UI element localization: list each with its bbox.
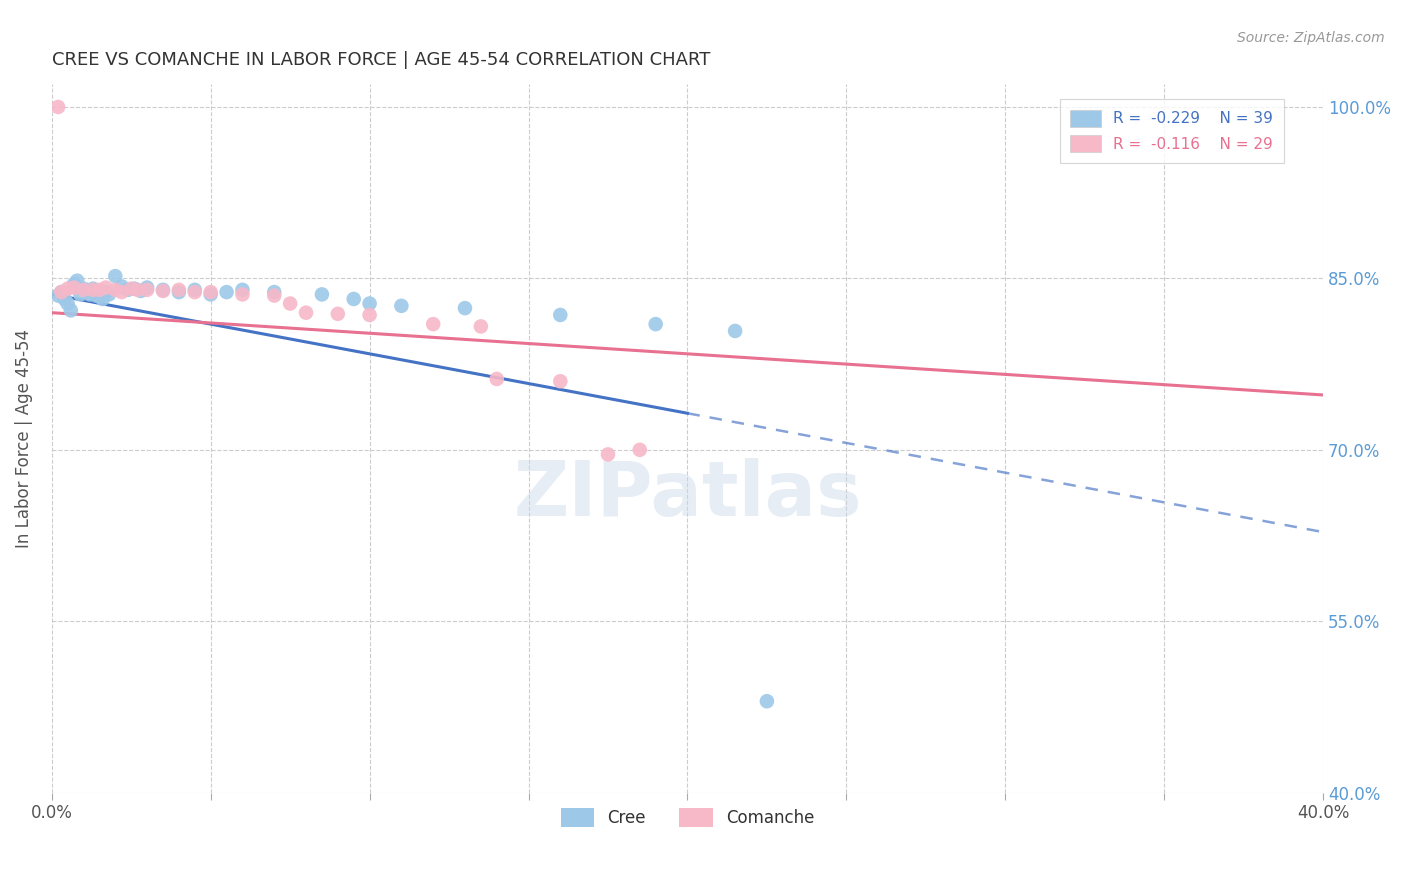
Point (51, 285, 73, 299)
Point (485, 372, 508, 386)
Point (343, 292, 366, 306)
Point (167, 283, 190, 297)
Point (550, 374, 572, 388)
Point (389, 299, 412, 313)
Point (127, 283, 149, 297)
Point (59, 303, 82, 318)
Point (63, 277, 86, 292)
Point (278, 296, 301, 310)
Point (359, 296, 381, 310)
Point (215, 285, 238, 299)
Point (84, 288, 107, 302)
Text: CREE VS COMANCHE IN LABOR FORCE | AGE 45-54 CORRELATION CHART: CREE VS COMANCHE IN LABOR FORCE | AGE 45… (52, 51, 710, 69)
Point (184, 283, 207, 297)
Point (724, 324, 747, 338)
Point (97, 287, 120, 301)
Point (152, 283, 174, 297)
Point (117, 283, 139, 297)
Point (56, 282, 79, 296)
Point (104, 283, 127, 297)
Point (454, 301, 477, 315)
Point (359, 308, 381, 322)
Point (79, 287, 101, 301)
Point (89, 283, 111, 297)
Point (111, 279, 134, 293)
Point (295, 306, 318, 320)
Point (326, 307, 349, 321)
Point (76, 284, 98, 298)
Point (72, 283, 94, 297)
Point (111, 285, 134, 299)
Point (94, 285, 117, 299)
Point (124, 282, 146, 296)
Text: ZIPatlas: ZIPatlas (513, 458, 862, 532)
Point (200, 285, 222, 299)
Point (56, 296, 79, 310)
Point (470, 319, 492, 334)
Point (167, 285, 190, 299)
Point (46, 100, 69, 114)
Point (89, 290, 111, 304)
Legend: Cree, Comanche: Cree, Comanche (554, 801, 821, 834)
Point (66, 274, 89, 288)
Point (94, 280, 117, 294)
Point (51, 285, 73, 299)
Point (136, 283, 159, 297)
Point (72, 282, 94, 296)
Point (628, 442, 651, 457)
Point (120, 282, 142, 296)
Y-axis label: In Labor Force | Age 45-54: In Labor Force | Age 45-54 (15, 329, 32, 548)
Point (136, 280, 159, 294)
Point (231, 287, 253, 301)
Text: Source: ZipAtlas.com: Source: ZipAtlas.com (1237, 31, 1385, 45)
Point (184, 285, 207, 299)
Point (231, 283, 253, 297)
Point (422, 317, 444, 331)
Point (91, 292, 114, 306)
Point (263, 285, 285, 299)
Point (596, 447, 619, 461)
Point (69, 287, 91, 301)
Point (755, 694, 778, 708)
Point (129, 284, 152, 298)
Point (311, 287, 333, 301)
Point (263, 288, 285, 302)
Point (200, 287, 222, 301)
Point (104, 269, 127, 284)
Point (63, 280, 86, 294)
Point (46, 288, 69, 302)
Point (550, 308, 572, 322)
Point (82, 282, 104, 296)
Point (644, 317, 666, 331)
Point (82, 283, 104, 297)
Point (53, 292, 76, 306)
Point (152, 284, 174, 298)
